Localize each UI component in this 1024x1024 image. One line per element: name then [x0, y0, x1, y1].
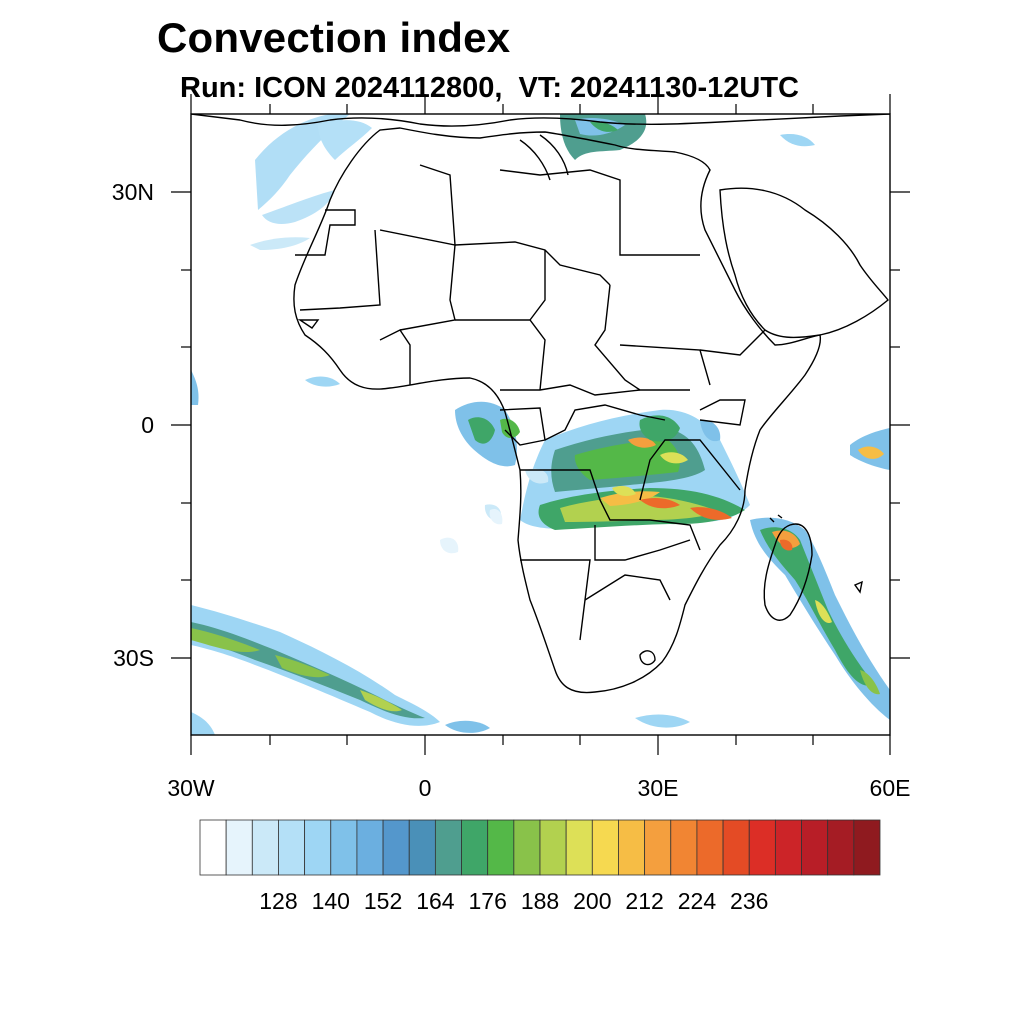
colorbar-swatch	[748, 819, 776, 876]
run-subtitle: Run: ICON 2024112800, VT: 20241130-12UTC	[180, 72, 799, 104]
colorbar-label: 176	[468, 888, 507, 914]
colorbar-label: 152	[363, 888, 403, 914]
colorbar-swatch	[251, 819, 279, 876]
colorbar-label: 188	[520, 888, 560, 914]
colorbar-swatch	[278, 819, 306, 876]
colorbar-label: 212	[625, 888, 664, 914]
lat-label-30s: 30S	[113, 645, 154, 671]
colorbar-swatch	[225, 819, 253, 876]
colorbar-label: 236	[730, 888, 769, 914]
colorbar	[199, 819, 881, 876]
colorbar-label: 200	[573, 888, 612, 914]
colorbar-swatch	[461, 819, 489, 876]
lat-label-0: 0	[141, 412, 154, 438]
colorbar-swatch	[801, 819, 829, 876]
colorbar-swatch	[591, 819, 619, 876]
colorbar-swatch	[330, 819, 358, 876]
chart-title: Convection index	[157, 14, 511, 61]
lon-label-30w: 30W	[167, 775, 215, 801]
colorbar-swatch	[722, 819, 750, 876]
colorbar-swatch	[670, 819, 698, 876]
colorbar-swatch	[539, 819, 567, 876]
colorbar-swatch	[618, 819, 646, 876]
colorbar-swatch	[696, 819, 724, 876]
colorbar-swatch	[434, 819, 462, 876]
colorbar-swatch	[199, 819, 227, 876]
lon-label-0: 0	[418, 775, 432, 801]
colorbar-swatch	[487, 819, 515, 876]
colorbar-swatch	[382, 819, 410, 876]
lon-label-30e: 30E	[637, 775, 679, 801]
colorbar-label: 224	[677, 888, 717, 914]
colorbar-label: 128	[259, 888, 298, 914]
colorbar-label: 140	[311, 888, 350, 914]
colorbar-swatch	[408, 819, 436, 876]
colorbar-swatch	[304, 819, 332, 876]
convection-field	[191, 114, 890, 735]
colorbar-swatch	[513, 819, 541, 876]
lat-label-30n: 30N	[111, 179, 154, 205]
axis-ticks	[171, 94, 910, 755]
colorbar-swatch	[565, 819, 593, 876]
colorbar-swatch	[774, 819, 802, 876]
coastlines-and-borders	[191, 114, 890, 694]
colorbar-swatch	[827, 819, 855, 876]
colorbar-label: 164	[416, 888, 455, 914]
colorbar-swatch	[853, 819, 881, 876]
lon-label-60e: 60E	[869, 775, 911, 801]
colorbar-swatch	[356, 819, 384, 876]
colorbar-swatch	[644, 819, 672, 876]
